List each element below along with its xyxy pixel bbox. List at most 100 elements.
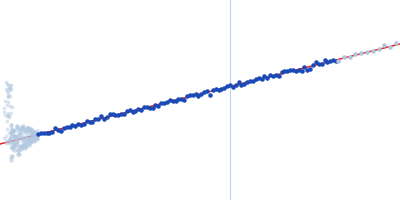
Point [5,91,12,94]
Point [238,83,245,87]
Point [278,71,285,74]
Point [178,97,184,100]
Point [8,112,14,115]
Point [75,123,81,126]
Point [86,121,93,124]
Point [4,93,11,96]
Point [1,137,8,140]
Point [126,108,133,112]
Point [1,106,7,109]
Point [6,132,12,135]
Point [121,112,127,115]
Point [273,73,279,76]
Point [8,87,14,90]
Point [89,120,96,124]
Point [81,122,87,125]
Point [316,63,322,66]
Point [152,104,159,107]
Point [301,65,308,69]
Point [158,101,164,105]
Point [175,98,182,101]
Point [124,109,130,113]
Point [60,127,67,130]
Point [258,77,265,81]
Point [146,106,153,109]
Point [2,142,9,145]
Point [267,73,273,76]
Point [164,100,170,104]
Point [244,80,250,84]
Point [138,109,144,112]
Point [106,112,113,116]
Point [227,84,233,87]
Point [192,92,199,95]
Point [6,114,12,117]
Point [35,132,41,136]
Point [330,58,336,61]
Point [296,69,302,72]
Point [7,145,14,148]
Point [370,50,376,53]
Point [190,93,196,97]
Point [7,141,14,144]
Point [218,88,224,91]
Point [321,59,328,62]
Point [318,62,325,65]
Point [4,103,10,107]
Point [256,76,262,79]
Point [3,141,10,144]
Point [49,130,56,133]
Point [393,41,399,45]
Point [284,70,290,73]
Point [115,114,122,117]
Point [181,98,187,101]
Point [5,96,11,99]
Point [8,106,15,109]
Point [5,101,11,104]
Point [250,79,256,83]
Point [235,81,242,84]
Point [2,81,9,84]
Point [198,92,204,96]
Point [40,131,47,135]
Point [4,114,11,117]
Point [2,113,8,116]
Point [58,129,64,132]
Point [201,90,207,94]
Point [293,69,299,72]
Point [5,111,12,114]
Point [212,88,219,91]
Point [8,123,14,127]
Point [3,90,10,93]
Point [204,90,210,93]
Point [38,131,44,134]
Point [95,117,101,121]
Point [307,67,314,70]
Point [264,76,270,79]
Point [333,59,339,62]
Point [381,44,388,47]
Point [387,46,394,49]
Point [281,70,288,73]
Point [112,113,118,116]
Point [4,128,10,131]
Point [101,118,107,121]
Point [43,132,50,135]
Point [224,85,230,88]
Point [161,102,167,105]
Point [290,68,296,72]
Point [7,83,13,86]
Point [144,105,150,108]
Point [6,105,13,108]
Point [5,83,11,87]
Point [6,141,12,144]
Point [10,134,17,138]
Point [84,120,90,123]
Point [230,85,236,88]
Point [2,100,8,103]
Point [6,115,13,118]
Point [3,87,9,90]
Point [184,94,190,97]
Point [4,138,10,141]
Point [92,118,98,121]
